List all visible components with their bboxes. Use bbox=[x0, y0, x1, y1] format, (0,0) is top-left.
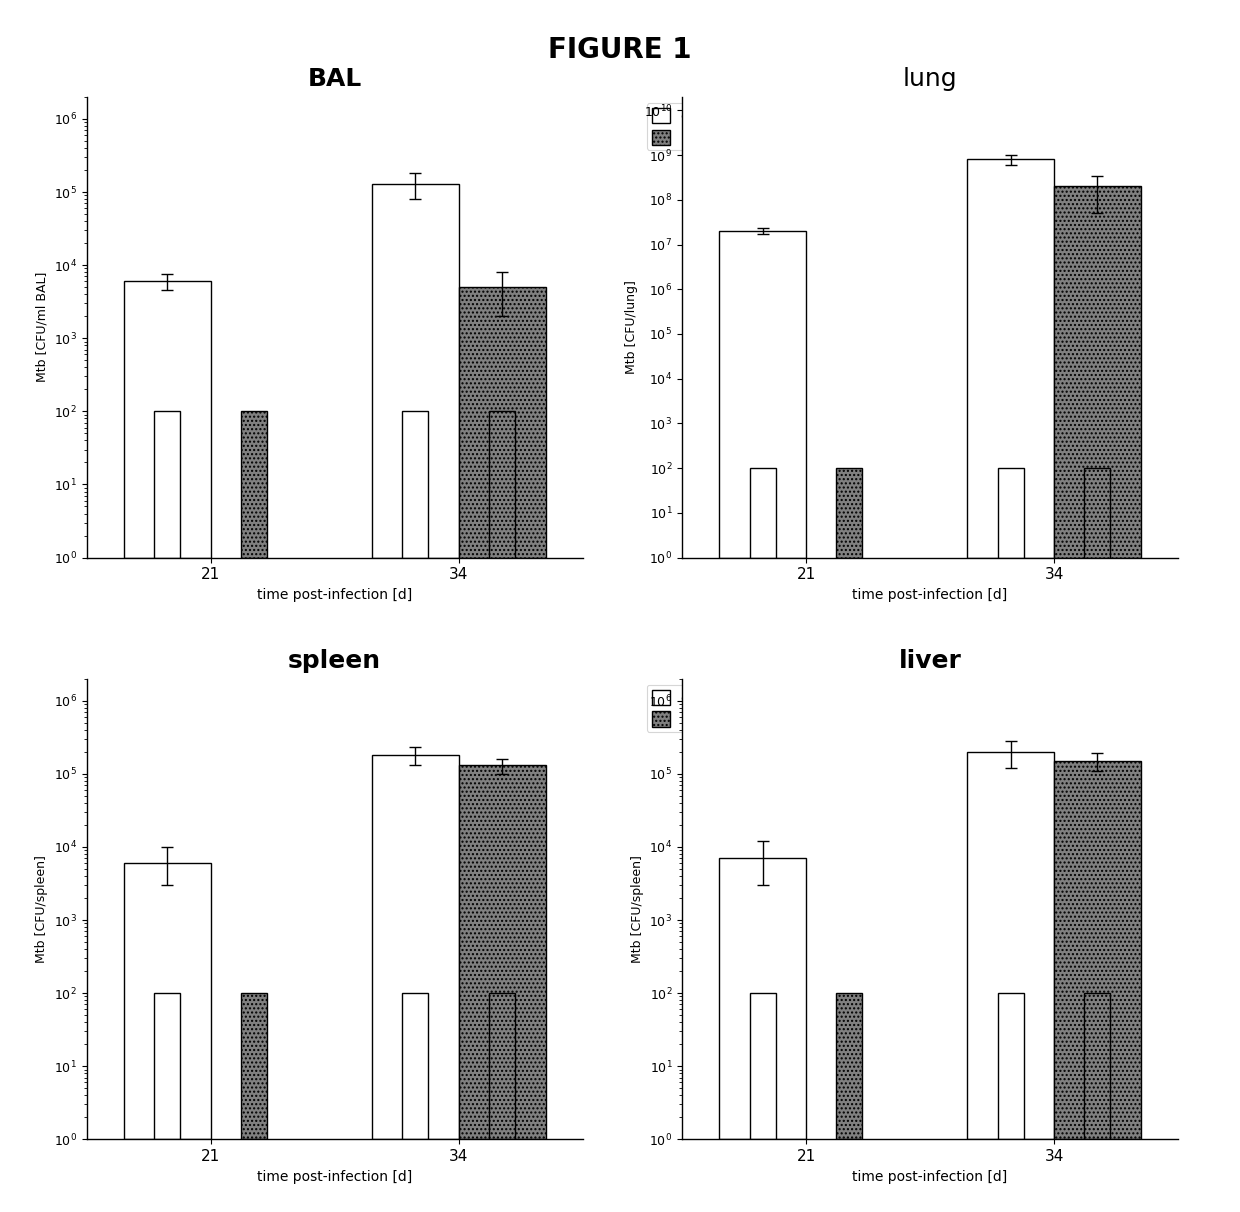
Bar bbox=[155, 411, 181, 558]
Y-axis label: Mtb [CFU/spleen]: Mtb [CFU/spleen] bbox=[631, 854, 644, 964]
Bar bbox=[124, 863, 211, 1139]
Bar bbox=[967, 751, 1054, 1139]
Bar bbox=[124, 281, 211, 558]
Bar bbox=[1054, 761, 1141, 1139]
Bar bbox=[242, 411, 268, 558]
Bar bbox=[155, 993, 181, 1139]
X-axis label: time post-infection [d]: time post-infection [d] bbox=[257, 1170, 413, 1184]
Bar bbox=[836, 468, 863, 558]
Bar bbox=[372, 755, 459, 1139]
Y-axis label: Mtb [CFU/spleen]: Mtb [CFU/spleen] bbox=[36, 854, 48, 964]
Bar bbox=[459, 766, 546, 1139]
Title: BAL: BAL bbox=[308, 67, 362, 91]
Title: spleen: spleen bbox=[288, 648, 382, 673]
Legend: control, MAR1-5A3: control, MAR1-5A3 bbox=[646, 685, 750, 732]
Bar bbox=[459, 287, 546, 558]
Title: liver: liver bbox=[899, 648, 961, 673]
Bar bbox=[1054, 187, 1141, 558]
Legend: control, MAR1-5A3: control, MAR1-5A3 bbox=[646, 103, 750, 150]
Bar bbox=[719, 858, 806, 1139]
Bar bbox=[372, 184, 459, 558]
Y-axis label: Mtb [CFU/lung]: Mtb [CFU/lung] bbox=[625, 280, 639, 375]
Bar bbox=[749, 993, 776, 1139]
Bar bbox=[719, 231, 806, 558]
X-axis label: time post-infection [d]: time post-infection [d] bbox=[852, 1170, 1008, 1184]
Bar bbox=[490, 411, 516, 558]
Bar bbox=[997, 468, 1024, 558]
Bar bbox=[490, 993, 516, 1139]
Title: lung: lung bbox=[903, 67, 957, 91]
Bar bbox=[749, 468, 776, 558]
X-axis label: time post-infection [d]: time post-infection [d] bbox=[257, 588, 413, 602]
X-axis label: time post-infection [d]: time post-infection [d] bbox=[852, 588, 1008, 602]
Bar bbox=[403, 993, 429, 1139]
Bar bbox=[1084, 468, 1111, 558]
Bar bbox=[403, 411, 429, 558]
Bar bbox=[1084, 993, 1111, 1139]
Bar bbox=[967, 160, 1054, 558]
Bar bbox=[997, 993, 1024, 1139]
Text: FIGURE 1: FIGURE 1 bbox=[548, 36, 692, 64]
Y-axis label: Mtb [CFU/ml BAL]: Mtb [CFU/ml BAL] bbox=[36, 271, 48, 383]
Bar bbox=[836, 993, 863, 1139]
Bar bbox=[242, 993, 268, 1139]
